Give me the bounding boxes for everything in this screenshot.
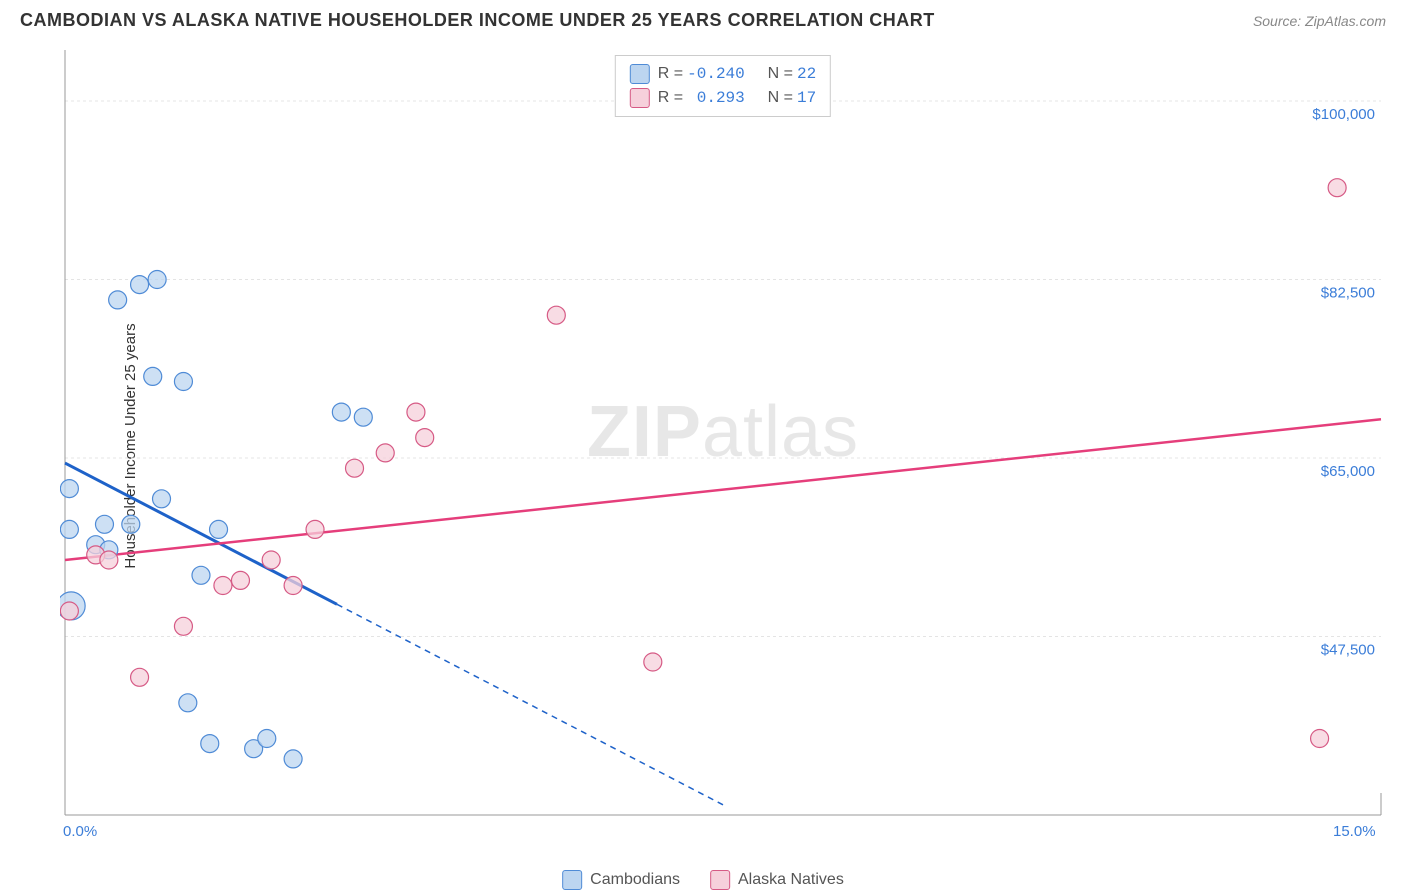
legend-label: Alaska Natives xyxy=(738,871,844,889)
x-axis-tick-min: 0.0% xyxy=(63,823,97,840)
stats-legend: R =-0.240 N =22 R = 0.293 N =17 xyxy=(615,55,831,117)
x-axis-tick-max: 15.0% xyxy=(1333,823,1376,840)
svg-text:$100,000: $100,000 xyxy=(1312,106,1375,123)
legend-stats-cambodians: R =-0.240 N =22 xyxy=(658,62,816,86)
legend-swatch-cambodians xyxy=(630,64,650,84)
scatter-plot-svg: $47,500 $65,000 $82,500 $100,000 xyxy=(60,45,1386,852)
stats-legend-row: R =-0.240 N =22 xyxy=(630,62,816,86)
svg-text:$65,000: $65,000 xyxy=(1321,463,1375,480)
chart-header: CAMBODIAN VS ALASKA NATIVE HOUSEHOLDER I… xyxy=(0,0,1406,37)
stats-legend-row: R = 0.293 N =17 xyxy=(630,86,816,110)
chart-source: Source: ZipAtlas.com xyxy=(1253,13,1386,29)
legend-stats-alaska-natives: R = 0.293 N =17 xyxy=(658,86,816,110)
source-value: ZipAtlas.com xyxy=(1305,13,1386,29)
legend-swatch-alaska-natives xyxy=(630,88,650,108)
legend-item-cambodians: Cambodians xyxy=(562,870,680,890)
chart-plot-area: $47,500 $65,000 $82,500 $100,000 R =-0.240 … xyxy=(60,45,1386,852)
legend-item-alaska-natives: Alaska Natives xyxy=(710,870,844,890)
legend-swatch-icon xyxy=(562,870,582,890)
series-legend: Cambodians Alaska Natives xyxy=(562,870,844,890)
svg-text:$47,500: $47,500 xyxy=(1321,642,1375,659)
legend-swatch-icon xyxy=(710,870,730,890)
legend-label: Cambodians xyxy=(590,871,680,889)
chart-title: CAMBODIAN VS ALASKA NATIVE HOUSEHOLDER I… xyxy=(20,10,935,31)
svg-text:$82,500: $82,500 xyxy=(1321,285,1375,302)
source-label: Source: xyxy=(1253,13,1301,29)
